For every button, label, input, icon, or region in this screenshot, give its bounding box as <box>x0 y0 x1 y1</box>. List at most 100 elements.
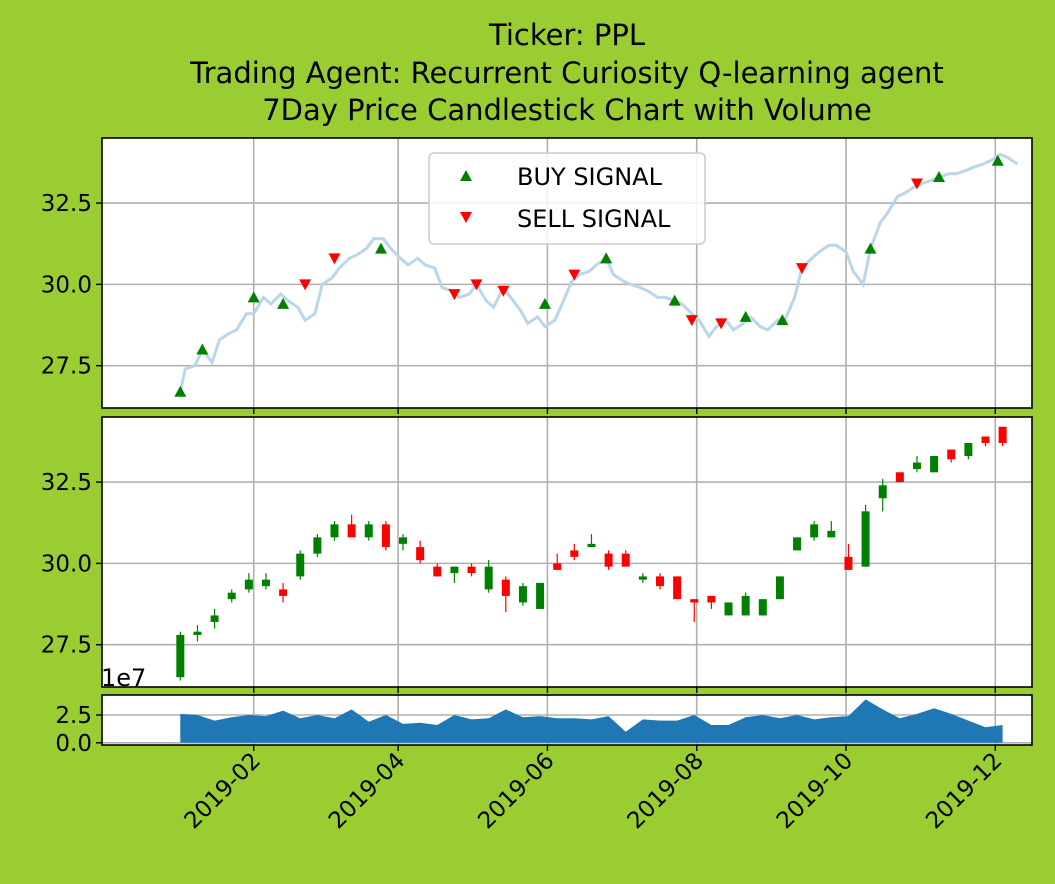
x-axis: 2019-02 2019-04 2019-06 2019-08 2019-10 2019-… <box>180 748 1008 834</box>
sell-signal-marker <box>715 318 728 330</box>
candle-body <box>330 524 339 538</box>
x-tick-label: 2019-12 <box>921 748 1007 834</box>
candle-body <box>724 602 733 616</box>
sell-signal-marker <box>910 178 923 190</box>
sell-signal-marker <box>448 289 461 301</box>
chart-title-line-1: Ticker: PPL <box>488 18 645 52</box>
sell-signal-marker <box>328 253 341 265</box>
candle-body <box>981 436 990 444</box>
candle-body <box>587 543 596 548</box>
price-legend: BUY SIGNAL SELL SIGNAL <box>428 152 706 245</box>
candle-body <box>450 566 459 574</box>
candlestick-panel-y-axis: 27.5 30.0 32.5 <box>41 470 102 659</box>
candle-body <box>930 456 939 473</box>
candle-body <box>244 579 253 590</box>
candle-body <box>793 537 802 551</box>
candles <box>176 426 1007 681</box>
candlestick-panel-grid <box>102 417 1032 693</box>
candle-body <box>313 537 322 554</box>
candle-body <box>364 524 373 538</box>
legend-sell-marker <box>460 212 472 223</box>
volume-panel-frame <box>101 694 1033 746</box>
candle-body <box>827 530 836 538</box>
legend-sell-label: SELL SIGNAL <box>517 205 671 233</box>
volume-offset-label: 1e7 <box>101 664 146 692</box>
chart-title-line-3: 7Day Price Candlestick Chart with Volume <box>262 93 872 127</box>
legend-buy-label: BUY SIGNAL <box>517 163 663 191</box>
buy-signal-marker <box>739 310 752 322</box>
candlestick-y-tick-label: 32.5 <box>41 470 92 496</box>
candlestick-panel-background <box>102 417 1032 687</box>
x-tick-label: 2019-02 <box>180 748 266 834</box>
candle-body <box>861 511 870 567</box>
candle-body <box>501 579 510 596</box>
signal-markers <box>174 154 1004 397</box>
buy-signal-marker <box>991 154 1004 166</box>
buy-signal-marker <box>375 242 387 254</box>
candlestick-panel: 27.5 30.0 32.5 <box>41 416 1033 693</box>
buy-signal-marker <box>864 242 877 254</box>
volume-y-tick-label: 2.5 <box>55 703 92 729</box>
candle-body <box>638 576 647 580</box>
candle-body <box>878 485 887 499</box>
candle-body <box>775 576 784 600</box>
candle-body <box>467 566 476 574</box>
sell-signal-marker <box>470 279 483 291</box>
candle-body <box>484 566 493 590</box>
candle-body <box>673 576 682 600</box>
legend-buy-marker <box>460 170 472 181</box>
price-panel: 27.5 30.0 32.5 BUY SIGNAL SELL SIGNAL <box>41 137 1033 414</box>
price-y-tick-label: 27.5 <box>41 354 92 380</box>
candle-body <box>964 443 973 457</box>
buy-signal-marker <box>196 343 209 355</box>
candle-body <box>553 563 562 570</box>
candle-body <box>518 586 527 603</box>
price-panel-frame <box>101 137 1033 409</box>
candle-body <box>536 582 545 609</box>
x-tick-label: 2019-06 <box>473 748 559 834</box>
buy-signal-marker <box>600 252 613 264</box>
x-tick-label: 2019-10 <box>772 748 858 834</box>
price-y-tick-label: 30.0 <box>41 272 92 298</box>
candle-body <box>912 462 921 470</box>
price-line <box>178 152 1019 393</box>
price-panel-y-axis: 27.5 30.0 32.5 <box>41 191 102 380</box>
candle-body <box>604 553 613 567</box>
chart-title-line-2: Trading Agent: Recurrent Curiosity Q-lea… <box>189 56 944 90</box>
candle-body <box>227 592 236 600</box>
volume-y-tick-label: 0.0 <box>55 731 92 757</box>
candle-body <box>279 589 288 596</box>
candle-body <box>433 566 442 577</box>
buy-signal-marker <box>538 297 551 309</box>
buy-signal-marker <box>668 294 681 306</box>
x-tick-label: 2019-04 <box>324 748 410 834</box>
candle-body <box>570 550 579 557</box>
legend-box <box>428 152 706 245</box>
candlestick-panel-frame <box>101 416 1033 688</box>
candlestick-y-tick-label: 30.0 <box>41 551 92 577</box>
candle-body <box>296 553 305 577</box>
price-y-tick-label: 32.5 <box>41 191 92 217</box>
candle-body <box>741 595 750 616</box>
buy-signal-marker <box>277 297 290 309</box>
sell-signal-marker <box>497 285 510 297</box>
x-tick-label: 2019-08 <box>623 748 709 834</box>
candle-body <box>895 472 904 483</box>
candlestick-y-tick-label: 27.5 <box>41 633 92 659</box>
candle-body <box>707 595 716 603</box>
candle-body <box>690 599 699 603</box>
candle-body <box>261 579 270 587</box>
candle-body <box>176 634 185 678</box>
candle-body <box>844 556 853 570</box>
candle-body <box>416 547 425 561</box>
sell-signal-marker <box>795 263 808 275</box>
candle-body <box>193 631 202 635</box>
buy-signal-marker <box>174 385 187 397</box>
buy-signal-marker <box>776 314 789 326</box>
sell-signal-marker <box>568 269 581 281</box>
buy-signal-marker <box>933 171 945 183</box>
candle-body <box>998 426 1007 444</box>
candle-body <box>621 553 630 567</box>
candle-body <box>656 576 664 587</box>
